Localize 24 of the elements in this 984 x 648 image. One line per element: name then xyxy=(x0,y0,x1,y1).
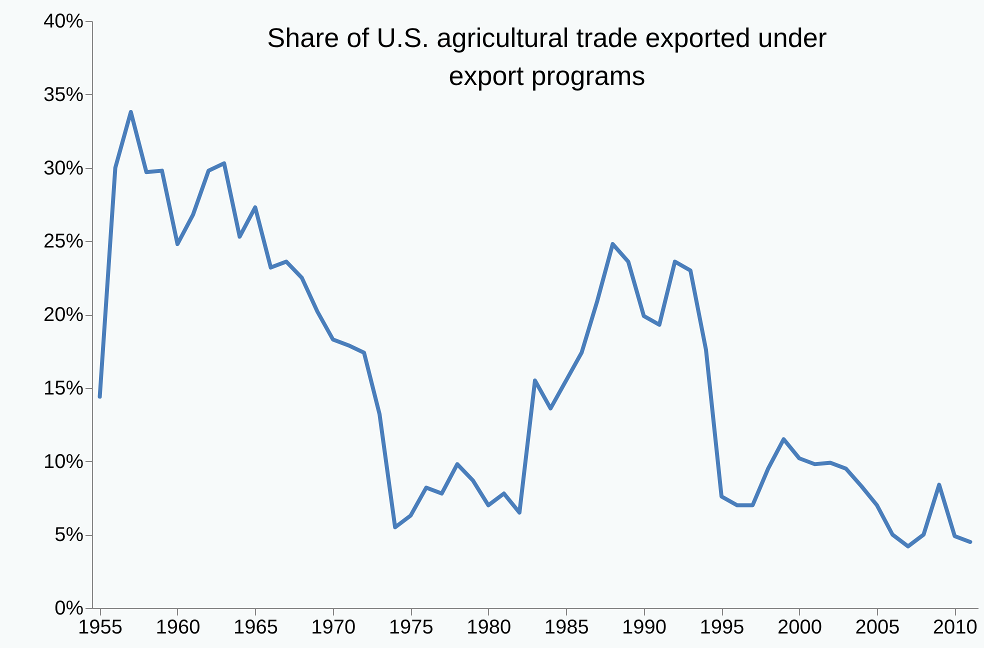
y-tick-label: 35% xyxy=(43,84,84,106)
y-tick-label: 10% xyxy=(43,450,84,473)
text: Share of U.S. agricultural trade exported under xyxy=(267,23,827,53)
y-tick-label: 0% xyxy=(54,598,84,620)
x-tick-label: 1995 xyxy=(700,616,744,638)
line-series xyxy=(98,110,972,548)
x-tick-label: 2010 xyxy=(932,616,978,638)
y-tick-label: 15% xyxy=(43,377,84,400)
x-tick-label: 1980 xyxy=(466,616,512,638)
x-tick-label: 1990 xyxy=(622,616,667,638)
y-tick-label: 25% xyxy=(43,230,84,253)
x-tick-label: 1985 xyxy=(544,616,589,638)
x-tick-label: 2005 xyxy=(855,616,900,638)
y-tick-label: 40% xyxy=(43,10,84,32)
x-tick-label: 1955 xyxy=(78,616,123,638)
x-tick-label: 1975 xyxy=(388,616,434,638)
x-tick-label: 1965 xyxy=(233,616,278,638)
x-tick-label: 1960 xyxy=(156,616,200,638)
x-tick-label: 1970 xyxy=(311,616,356,638)
y-tick-label: 30% xyxy=(43,157,84,180)
y-tick-label: 5% xyxy=(54,524,84,546)
text: export programs xyxy=(448,61,646,91)
y-tick-label: 20% xyxy=(43,304,84,326)
x-tick-label: 2000 xyxy=(777,616,822,638)
